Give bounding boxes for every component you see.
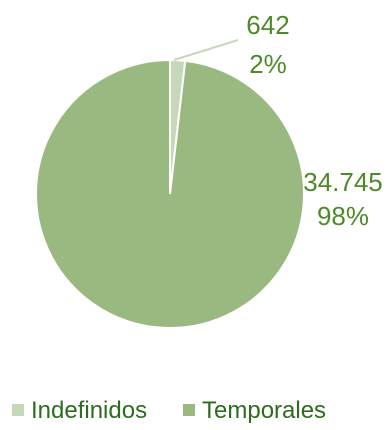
data-label-indefinidos-percent: 2%	[249, 49, 287, 79]
data-label-temporales-percent: 98%	[317, 201, 369, 231]
legend-label-indefinidos: Indefinidos	[31, 397, 147, 424]
legend: Indefinidos Temporales	[12, 397, 326, 424]
pie-slice-temporales	[35, 58, 305, 329]
pie-slices	[35, 58, 305, 329]
legend-swatch-indefinidos	[12, 404, 24, 416]
data-label-temporales: 34.745 98%	[303, 167, 383, 231]
legend-item-indefinidos: Indefinidos	[12, 397, 147, 424]
legend-swatch-temporales	[183, 404, 195, 416]
legend-label-temporales: Temporales	[202, 397, 326, 424]
leader-line-indefinidos	[173, 39, 239, 61]
data-label-indefinidos: 642 2%	[246, 10, 289, 79]
data-label-temporales-value: 34.745	[303, 167, 383, 197]
legend-item-temporales: Temporales	[183, 397, 326, 424]
data-label-indefinidos-value: 642	[246, 10, 289, 40]
